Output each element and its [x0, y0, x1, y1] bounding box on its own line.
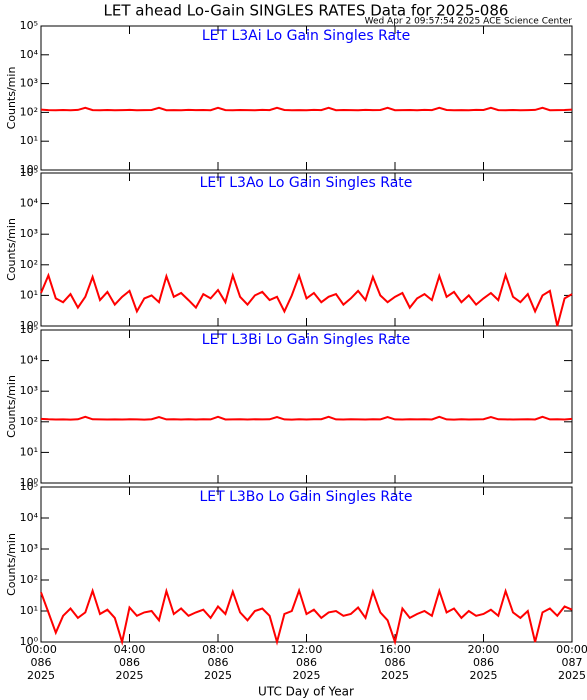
panel-title: LET L3Bi Lo Gain Singles Rate: [202, 332, 410, 348]
y-tick-label: 10²: [20, 573, 38, 586]
panel-frame: [40, 329, 573, 484]
y-tick-label: 10⁰: [20, 476, 39, 489]
x-tick-label: 00:00 087 2025: [556, 643, 587, 682]
y-tick-label: 10¹: [20, 604, 38, 617]
y-tick-label: 10²: [20, 415, 38, 428]
y-tick-label: 10⁴: [20, 511, 39, 524]
y-tick-label: 10⁰: [20, 635, 39, 648]
x-tick-label: 08:00 086 2025: [202, 643, 234, 682]
y-axis-label: Counts/min: [5, 67, 18, 130]
panel-title: LET L3Ai Lo Gain Singles Rate: [202, 28, 410, 44]
panel-frame: [40, 25, 573, 171]
x-tick-label: 04:00 086 2025: [114, 643, 146, 682]
y-tick-label: 10¹: [20, 288, 38, 301]
y-axis-label: Counts/min: [5, 218, 18, 281]
y-tick-label: 10⁵: [20, 480, 38, 493]
y-axis-label: Counts/min: [5, 533, 18, 596]
y-tick-label: 10⁴: [20, 197, 39, 210]
x-tick-label: 12:00 086 2025: [291, 643, 323, 682]
y-tick-label: 10⁰: [20, 163, 39, 176]
y-tick-label: 10⁴: [20, 48, 39, 61]
panel-frame: [40, 486, 573, 643]
y-tick-label: 10²: [20, 258, 38, 271]
x-tick-label: 16:00 086 2025: [379, 643, 411, 682]
chart-subtitle: Wed Apr 2 09:57:54 2025 ACE Science Cent…: [365, 17, 573, 27]
data-line: [40, 415, 573, 421]
chart-title: LET ahead Lo-Gain SINGLES RATES Data for…: [104, 2, 509, 20]
y-tick-label: 10⁵: [20, 19, 38, 32]
x-tick-label: 20:00 086 2025: [468, 643, 500, 682]
panel-frame: [40, 172, 573, 327]
data-line: [40, 106, 573, 112]
y-tick-label: 10⁴: [20, 354, 39, 367]
y-tick-label: 10³: [20, 227, 38, 240]
panel-title: LET L3Bo Lo Gain Singles Rate: [199, 489, 412, 505]
y-tick-label: 10¹: [20, 445, 38, 458]
y-tick-label: 10³: [20, 542, 38, 555]
y-tick-label: 10¹: [20, 134, 38, 147]
data-line: [40, 587, 573, 646]
panel-title: LET L3Ao Lo Gain Singles Rate: [200, 175, 413, 191]
x-tick-label: 00:00 086 2025: [25, 643, 57, 682]
data-line: [40, 271, 573, 327]
y-tick-label: 10⁵: [20, 323, 38, 336]
y-axis-label: Counts/min: [5, 375, 18, 438]
y-tick-label: 10³: [20, 384, 38, 397]
x-axis-label: UTC Day of Year: [258, 685, 354, 699]
y-tick-label: 10⁰: [20, 319, 39, 332]
y-tick-label: 10²: [20, 105, 38, 118]
y-tick-label: 10⁵: [20, 166, 38, 179]
y-tick-label: 10³: [20, 77, 38, 90]
